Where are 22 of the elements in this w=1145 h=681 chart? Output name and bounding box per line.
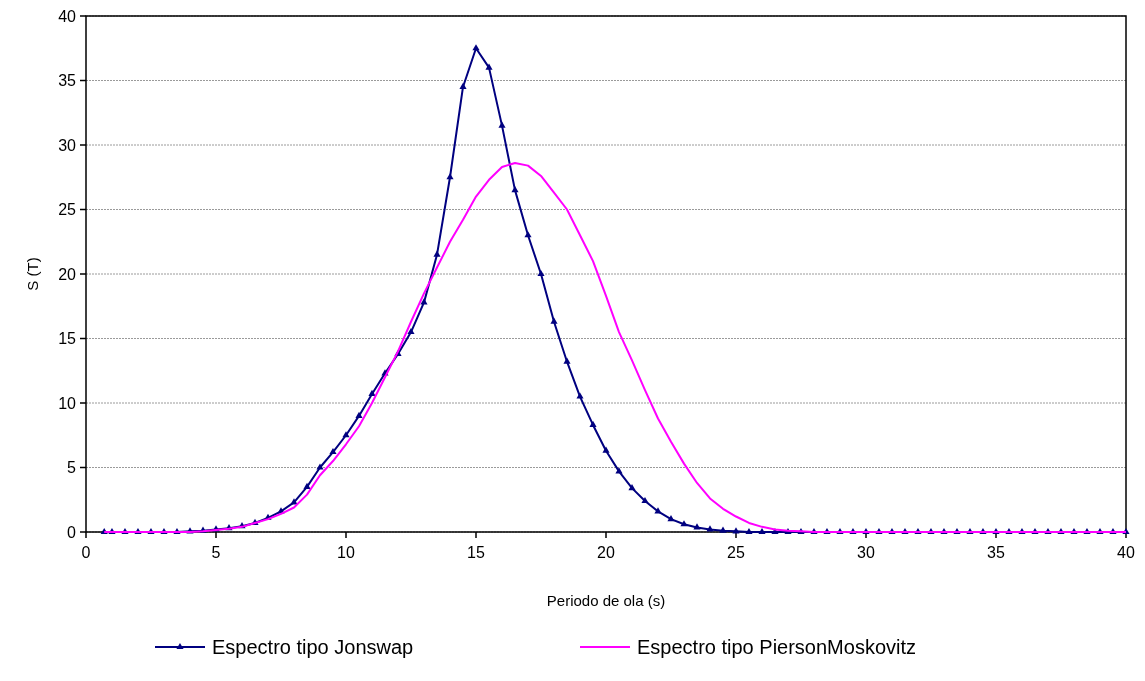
x-tick-label: 40 [1117,544,1135,561]
y-tick-label: 40 [58,7,77,25]
legend-label: Espectro tipo Jonswap [212,636,414,658]
x-tick-label: 5 [211,544,221,561]
x-tick-label: 15 [467,544,485,561]
x-axis-title: Periodo de ola (s) [546,592,666,609]
y-tick-label: 5 [67,459,77,477]
x-tick-label: 20 [597,544,615,561]
x-tick-label: 25 [727,544,745,561]
y-tick-label: 30 [58,136,77,154]
y-tick-label: 25 [58,201,77,219]
y-tick-label: 15 [58,330,77,348]
y-tick-label: 0 [67,523,77,541]
y-tick-label: 35 [58,72,77,90]
y-tick-label: 20 [58,265,77,283]
x-tick-label: 0 [81,544,91,561]
x-tick-label: 10 [337,544,355,561]
y-tick-label: 10 [58,394,77,412]
legend-label: Espectro tipo PiersonMoskovitz [637,636,917,658]
x-tick-label: 35 [987,544,1005,561]
x-tick-label: 30 [857,544,875,561]
y-axis-title: S (T) [24,257,41,291]
